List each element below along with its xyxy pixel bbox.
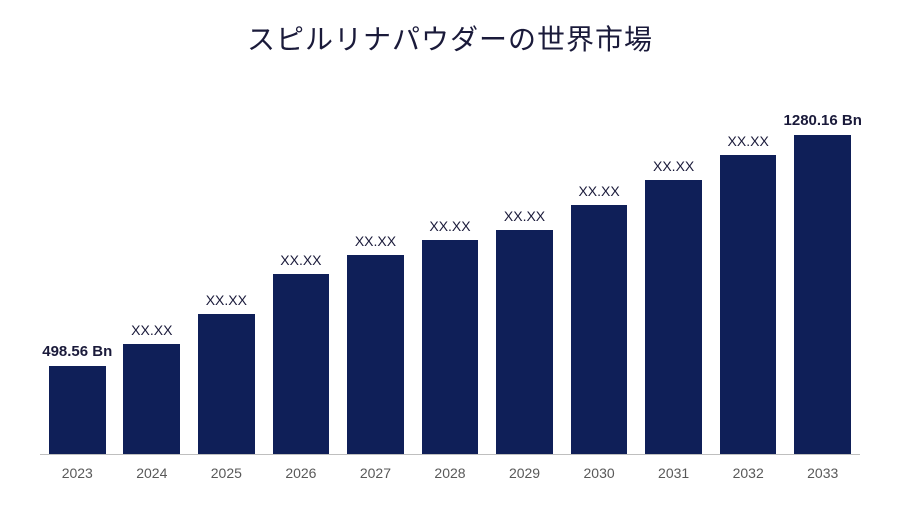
bar xyxy=(422,240,479,454)
bar xyxy=(571,205,628,454)
bar-group: XX.XX xyxy=(264,80,339,454)
bar-group: XX.XX xyxy=(562,80,637,454)
x-tick-label: 2027 xyxy=(338,465,413,481)
bar-group: 1280.16 Bn xyxy=(785,80,860,454)
x-tick-label: 2026 xyxy=(264,465,339,481)
bar-group: 498.56 Bn xyxy=(40,80,115,454)
bar xyxy=(645,180,702,454)
bar-group: XX.XX xyxy=(413,80,488,454)
bar xyxy=(794,135,851,454)
chart-area: 498.56 BnXX.XXXX.XXXX.XXXX.XXXX.XXXX.XXX… xyxy=(40,80,860,485)
bar xyxy=(347,255,404,454)
x-tick-label: 2028 xyxy=(413,465,488,481)
x-tick-label: 2030 xyxy=(562,465,637,481)
bar-group: XX.XX xyxy=(711,80,786,454)
bar xyxy=(123,344,180,454)
x-tick-label: 2033 xyxy=(785,465,860,481)
bar-group: XX.XX xyxy=(338,80,413,454)
x-tick-label: 2024 xyxy=(115,465,190,481)
x-tick-label: 2025 xyxy=(189,465,264,481)
x-axis-labels: 2023202420252026202720282029203020312032… xyxy=(40,459,860,485)
bar-group: XX.XX xyxy=(487,80,562,454)
x-tick-label: 2023 xyxy=(40,465,115,481)
plot-region: 498.56 BnXX.XXXX.XXXX.XXXX.XXXX.XXXX.XXX… xyxy=(40,80,860,455)
bar xyxy=(273,274,330,454)
bar-group: XX.XX xyxy=(115,80,190,454)
bar xyxy=(720,155,777,454)
bar-value-label: 1280.16 Bn xyxy=(763,112,882,129)
x-tick-label: 2032 xyxy=(711,465,786,481)
chart-title: スピルリナパウダーの世界市場 xyxy=(0,0,900,58)
x-tick-label: 2029 xyxy=(487,465,562,481)
x-tick-label: 2031 xyxy=(636,465,711,481)
bar xyxy=(198,314,255,454)
bar xyxy=(496,230,553,454)
bar xyxy=(49,366,106,454)
